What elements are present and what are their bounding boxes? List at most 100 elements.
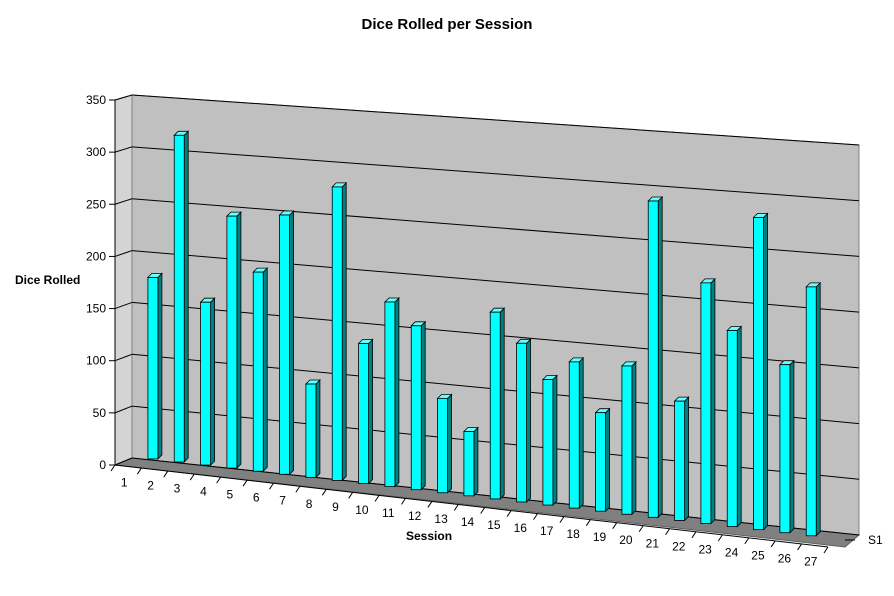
- x-tick-label: 23: [698, 542, 712, 556]
- bar: [463, 431, 475, 497]
- x-tick-mark: [110, 464, 116, 472]
- bar: [358, 343, 369, 484]
- x-tick-label: 16: [514, 521, 528, 535]
- bar: [489, 311, 501, 500]
- bar-side: [236, 211, 242, 470]
- gridline: [131, 94, 860, 146]
- bar: [726, 330, 738, 527]
- x-tick-mark: [374, 495, 380, 502]
- x-tick-label: 24: [725, 545, 739, 559]
- bar: [568, 361, 580, 509]
- bar: [674, 400, 685, 521]
- bar-side: [368, 338, 374, 485]
- y-tick-label: 0: [99, 458, 106, 472]
- x-tick-mark: [348, 492, 354, 499]
- x-tick-mark: [638, 525, 644, 533]
- x-tick-label: 6: [253, 491, 260, 505]
- x-tick-label: 19: [593, 530, 607, 544]
- gridline: [131, 250, 860, 313]
- x-tick-mark: [770, 540, 776, 548]
- bar: [779, 364, 791, 534]
- gridline-side: [114, 94, 133, 101]
- gridline: [131, 146, 860, 202]
- x-tick-label: 1: [121, 476, 128, 490]
- bar-side: [736, 325, 742, 528]
- bar-side: [157, 272, 163, 460]
- chart-title: Dice Rolled per Session: [361, 16, 533, 33]
- gridline-side: [114, 250, 133, 257]
- gridline-side: [114, 146, 133, 153]
- x-tick-mark: [401, 498, 406, 505]
- x-tick-label: 7: [279, 494, 286, 508]
- bar: [542, 379, 554, 506]
- gridline-side: [114, 457, 133, 466]
- gridline-side: [114, 405, 133, 414]
- x-tick-label: 3: [174, 482, 181, 496]
- x-tick-label: 8: [306, 497, 313, 511]
- x-axis-line: [114, 464, 829, 548]
- x-tick-label: 2: [147, 479, 154, 493]
- bar: [700, 282, 712, 524]
- bar-side: [315, 379, 321, 479]
- bar: [200, 301, 211, 466]
- x-tick-label: 12: [408, 509, 422, 523]
- bar: [753, 217, 764, 531]
- bar: [805, 286, 817, 537]
- y-tick-label: 150: [86, 302, 106, 316]
- x-tick-mark: [136, 467, 142, 475]
- bar: [647, 200, 659, 518]
- x-tick-mark: [612, 522, 618, 529]
- x-tick-mark: [559, 516, 565, 523]
- bar: [331, 186, 343, 481]
- x-tick-mark: [480, 507, 486, 514]
- bar: [226, 215, 238, 469]
- bar-side: [289, 210, 295, 476]
- bar-side: [815, 281, 821, 537]
- x-tick-label: 4: [200, 485, 207, 499]
- bar-side: [684, 396, 689, 522]
- x-tick-label: 26: [778, 551, 792, 565]
- x-tick-label: 9: [332, 500, 339, 514]
- x-tick-mark: [717, 534, 723, 542]
- y-tick-label: 100: [86, 354, 106, 368]
- bar-side: [789, 359, 795, 534]
- y-tick-label: 250: [86, 197, 106, 211]
- bar-side: [605, 407, 610, 513]
- x-tick-mark: [744, 537, 750, 545]
- x-tick-mark: [295, 485, 301, 493]
- bar: [305, 383, 317, 478]
- x-tick-mark: [189, 473, 195, 481]
- bar-side: [262, 267, 268, 473]
- x-tick-label: 13: [434, 512, 448, 526]
- bar-side: [420, 320, 426, 491]
- x-tick-label: 22: [672, 539, 686, 553]
- gridline: [131, 198, 860, 257]
- x-tick-mark: [269, 482, 274, 490]
- bar-side: [631, 360, 637, 516]
- x-tick-mark: [797, 543, 803, 551]
- x-tick-mark: [216, 476, 222, 484]
- y-tick-label: 300: [86, 145, 106, 159]
- x-tick-label: 21: [646, 536, 660, 550]
- x-tick-mark: [321, 489, 327, 496]
- x-axis-title: Session: [406, 529, 453, 543]
- x-tick-mark: [665, 528, 670, 536]
- y-axis-title: Dice Rolled: [15, 273, 81, 287]
- bar: [252, 271, 264, 472]
- x-tick-label: 17: [540, 524, 554, 538]
- bar-side: [499, 307, 505, 500]
- gridline-side: [114, 301, 133, 310]
- bar-side: [183, 130, 189, 463]
- x-tick-mark: [691, 531, 697, 539]
- y-tick-label: 350: [86, 93, 106, 107]
- bar-side: [552, 374, 558, 506]
- x-tick-mark: [453, 504, 459, 511]
- bar: [621, 365, 633, 515]
- bar: [384, 301, 396, 487]
- gridline-side: [114, 353, 133, 362]
- bar: [516, 342, 527, 503]
- x-tick-label: 20: [619, 533, 633, 547]
- x-tick-label: 15: [487, 518, 501, 532]
